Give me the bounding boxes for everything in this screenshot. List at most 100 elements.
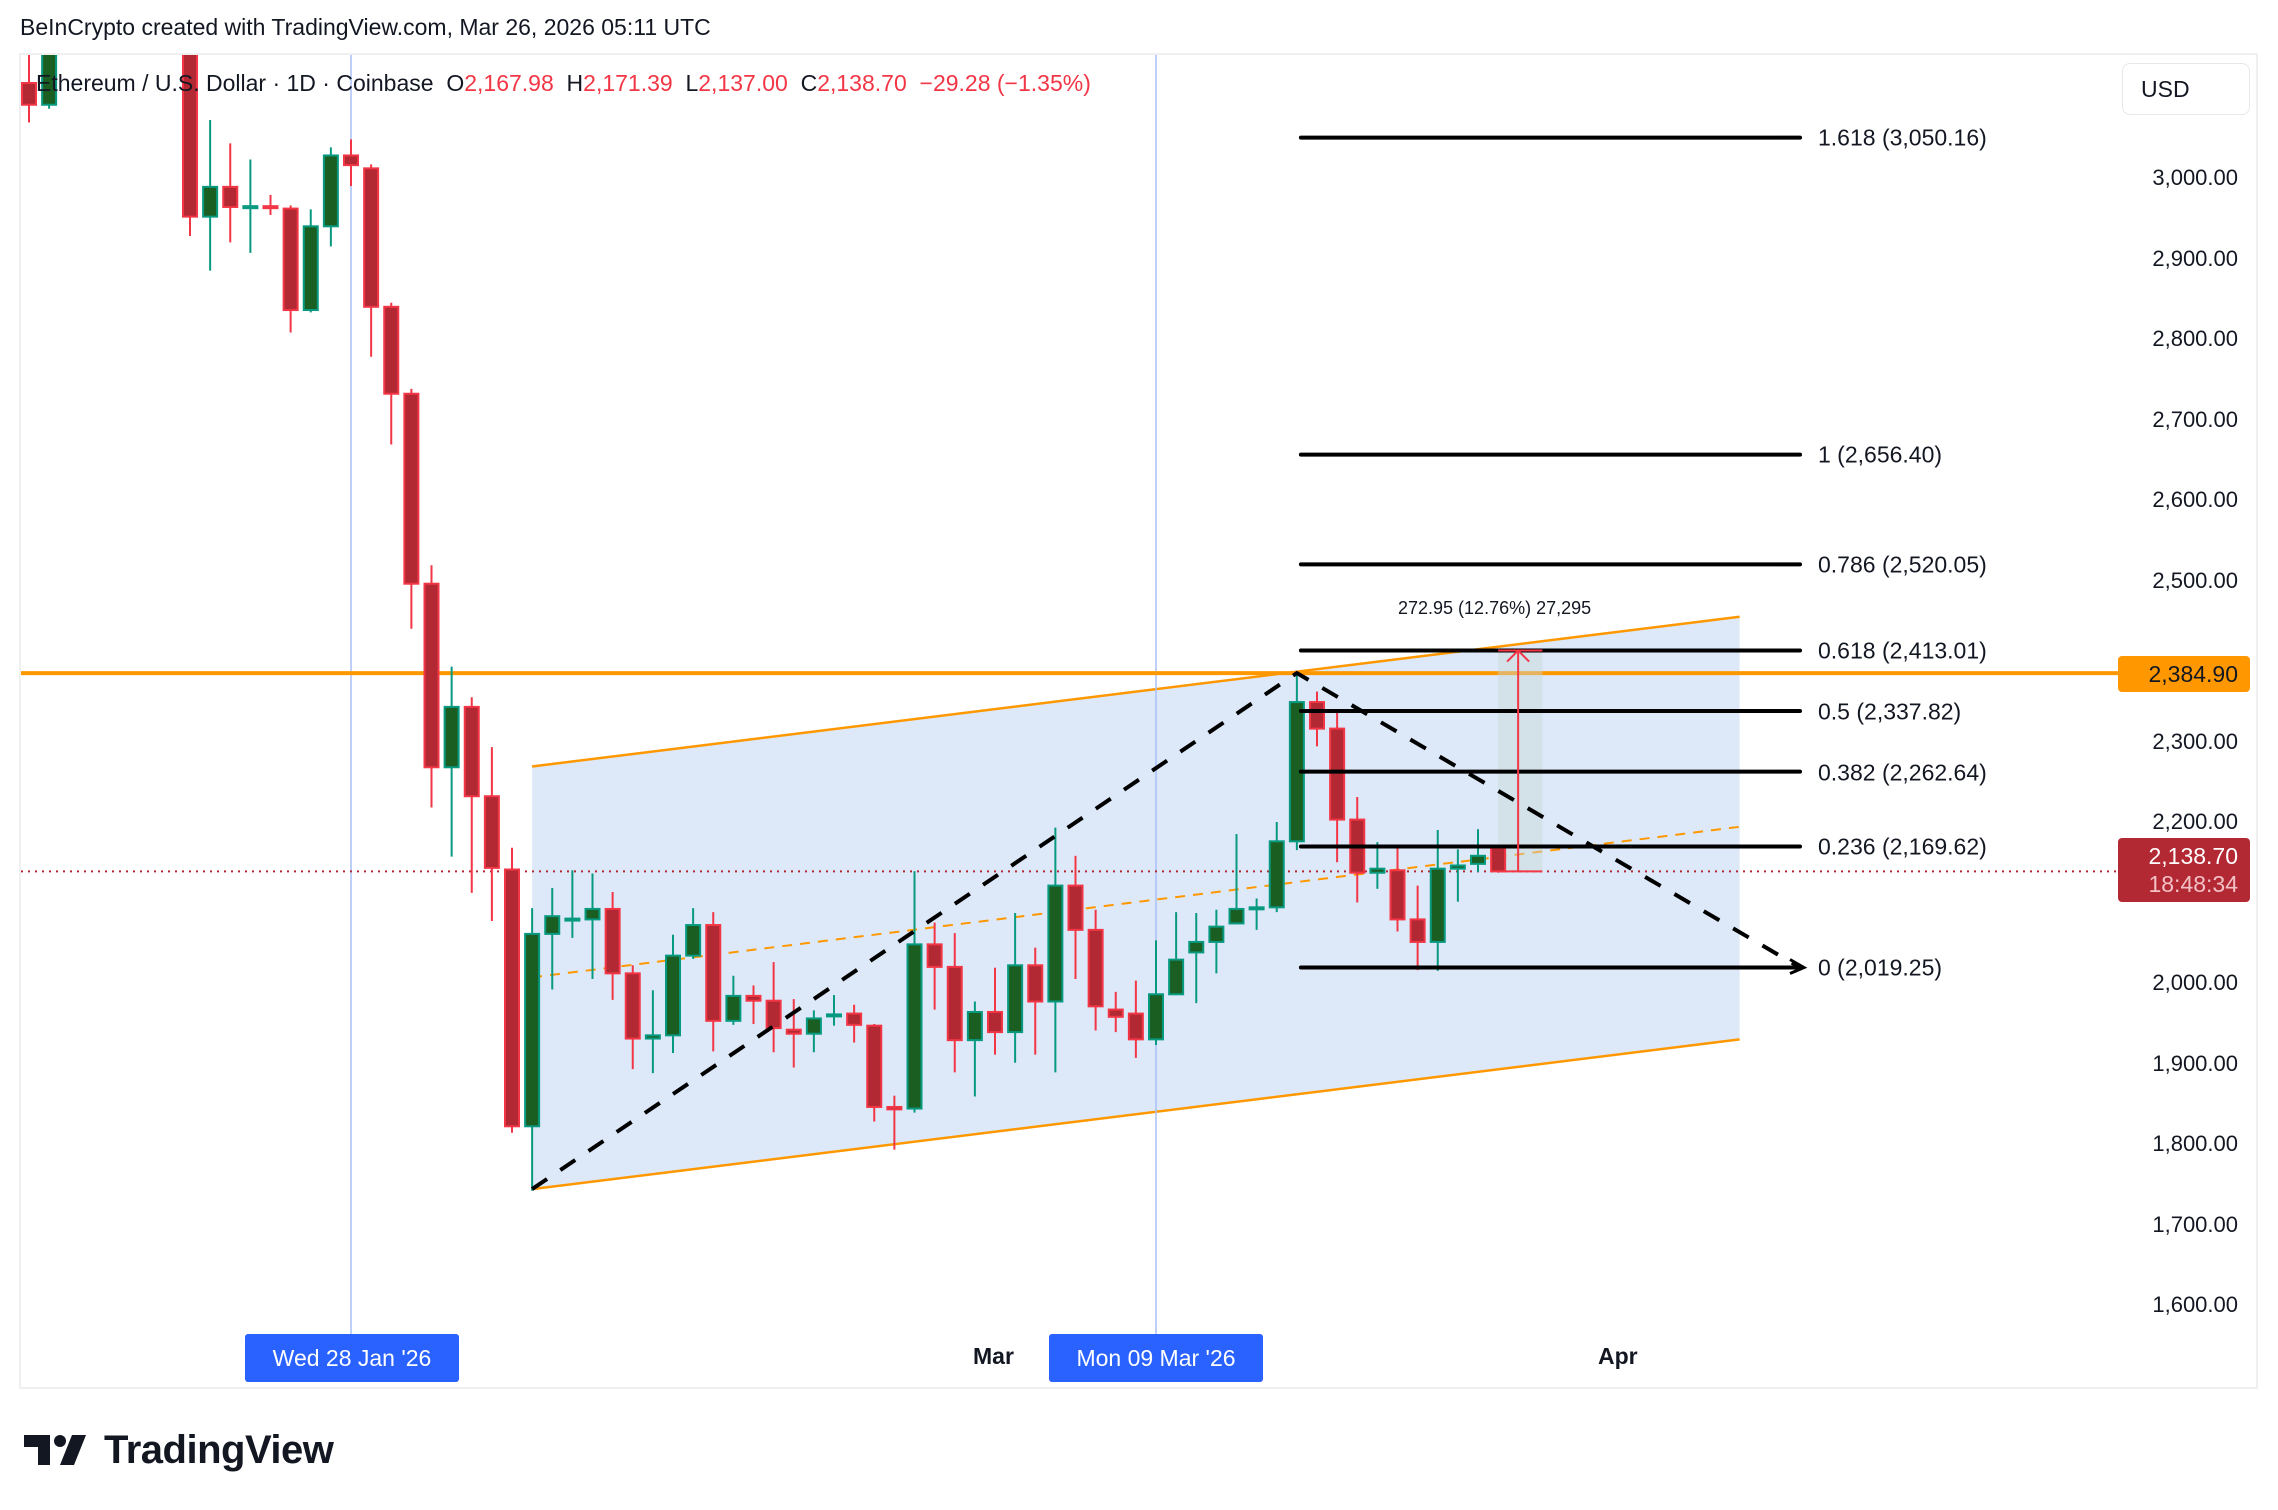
candle: [946, 933, 963, 1073]
currency-button[interactable]: USD: [2122, 63, 2250, 115]
candle: [21, 55, 37, 123]
time-crosshair-badge-mar09: Mon 09 Mar '26: [1049, 1334, 1263, 1382]
last-price: 2,138.70: [2148, 843, 2238, 869]
candle-body: [1007, 964, 1024, 1034]
candle-body: [443, 705, 460, 769]
candle-body: [866, 1024, 883, 1108]
price-axis-tick: 2,800.00: [2152, 326, 2238, 351]
candle-body: [826, 1013, 842, 1018]
price-axis-tick: 1,700.00: [2152, 1211, 2238, 1237]
ascending-channel[interactable]: [531, 615, 1740, 1191]
fib-label-0618: 0.618 (2,413.01): [1818, 637, 1987, 664]
price-axis-tick: 2,300.00: [2152, 728, 2238, 754]
candle: [564, 870, 581, 938]
candle: [363, 164, 380, 357]
channel-midline: [532, 825, 1740, 979]
candle-body: [987, 1010, 1003, 1034]
price-axis-tick: 2,900.00: [2152, 245, 2238, 271]
candle: [423, 565, 440, 808]
tradingview-logo[interactable]: TradingView: [24, 1428, 334, 1473]
candle-body: [564, 917, 581, 922]
price-axis-tick: 2,700.00: [2152, 406, 2238, 432]
candle-body: [1268, 840, 1285, 909]
candle: [987, 967, 1003, 1055]
candle-body: [926, 943, 943, 968]
candle-body: [1309, 701, 1325, 730]
candle-body: [604, 907, 621, 975]
candle: [1087, 909, 1104, 1031]
candle-body: [805, 1017, 822, 1035]
candle-body: [946, 965, 963, 1042]
bar-countdown: 18:48:34: [2148, 871, 2238, 897]
candle: [705, 912, 722, 1052]
candle: [805, 1010, 822, 1053]
candle-body: [1208, 925, 1225, 943]
candle: [624, 965, 641, 1070]
candle-body: [1369, 867, 1386, 874]
candle-body: [584, 907, 601, 921]
candle: [403, 388, 420, 629]
candle-body: [1148, 993, 1164, 1041]
symbol-legend: Ethereum / U.S. Dollar · 1D · Coinbase O…: [36, 70, 1091, 97]
candle-body: [1188, 940, 1205, 954]
candle-body: [483, 795, 500, 869]
high-value: 2,171.39: [583, 70, 673, 96]
channel-fill: [532, 616, 1740, 1190]
candle: [745, 985, 762, 1025]
candle: [282, 205, 299, 333]
projection-dashed-path[interactable]: [531, 670, 1808, 1191]
candle: [544, 888, 561, 990]
candle: [1007, 912, 1024, 1063]
candle: [1027, 947, 1044, 1055]
candle-body: [705, 924, 722, 1022]
fib-label-0: 0 (2,019.25): [1818, 954, 1943, 981]
candle: [1148, 940, 1164, 1045]
price-axis-tick: 2,200.00: [2152, 809, 2238, 834]
tradingview-logo-text: TradingView: [104, 1428, 334, 1472]
candle-body: [725, 994, 742, 1022]
candle-body: [1409, 918, 1426, 943]
candle-body: [1027, 964, 1044, 1003]
candle: [1389, 846, 1406, 932]
candle: [866, 1024, 883, 1122]
candle-body: [745, 994, 762, 1002]
candle-body: [1047, 884, 1064, 1003]
candle: [685, 908, 702, 959]
measure-range[interactable]: [1498, 650, 1543, 872]
fib-extension-lines[interactable]: [1298, 135, 1803, 970]
channel-upper-line: [531, 615, 1740, 768]
candle-body: [1127, 1012, 1144, 1041]
candle-body: [1389, 869, 1406, 921]
candle: [1188, 912, 1205, 1004]
candle: [222, 143, 239, 243]
candle: [1490, 845, 1507, 873]
candle-body: [463, 705, 480, 798]
candle-body: [182, 55, 198, 218]
candle-body: [383, 305, 400, 395]
price-axis-tick: 3,000.00: [2152, 165, 2238, 190]
fib-label-05: 0.5 (2,337.82): [1818, 698, 1962, 725]
price-axis-tick: 1,800.00: [2152, 1131, 2238, 1156]
low-value: 2,137.00: [698, 70, 788, 96]
candle: [1228, 834, 1245, 925]
time-tick-mar: Mar: [973, 1343, 1014, 1369]
candle: [886, 1095, 903, 1150]
close-value: 2,138.70: [817, 70, 907, 96]
candle: [1329, 709, 1346, 863]
candle-body: [504, 868, 520, 1128]
arrow-head-icon: [1789, 958, 1808, 975]
time-tick-apr: Apr: [1598, 1343, 1638, 1369]
candlesticks: [21, 55, 1507, 1191]
arrow-up-icon: [1506, 649, 1530, 663]
candle: [1248, 898, 1265, 930]
candle: [725, 975, 742, 1025]
candle-body: [242, 205, 259, 210]
candle: [1409, 885, 1426, 971]
candle-body: [966, 1010, 983, 1042]
fib-label-0236: 0.236 (2,169.62): [1818, 833, 1987, 860]
price-change: −29.28 (−1.35%): [919, 70, 1091, 96]
candle-body: [1490, 846, 1507, 873]
candle: [1107, 991, 1124, 1033]
open-label: O: [446, 70, 465, 96]
